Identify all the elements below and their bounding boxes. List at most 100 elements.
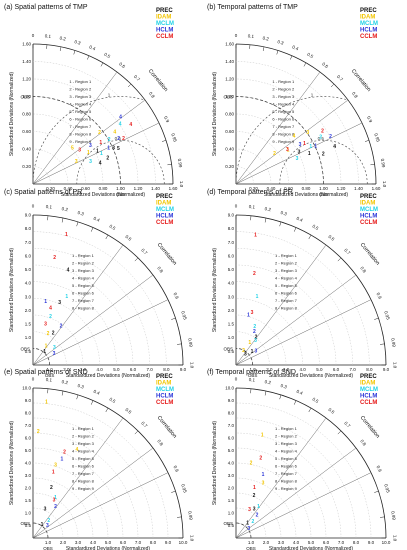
correlation-tick: [290, 55, 293, 60]
correlation-tick-label: 0: [235, 204, 238, 209]
data-point-cclm: 2: [122, 136, 125, 142]
y-tick-label: 3.0: [25, 473, 32, 478]
x-tick-label: 4.0: [300, 367, 307, 372]
x-tick-label: 3.0: [283, 367, 290, 372]
y-tick-label: 1.40: [225, 59, 234, 64]
region-label: 8 - Region 8: [275, 306, 298, 311]
correlation-tick: [61, 390, 64, 396]
panel-title: (d) Temporal patterns of PR: [207, 189, 293, 196]
y-axis-title: Standardized Deviations (Normalized): [212, 248, 218, 333]
y-tick-label: 1.20: [225, 77, 234, 82]
y-tick-label: 5.0: [228, 448, 235, 453]
obs-y-label: OBS: [223, 521, 233, 526]
region-label: 9 - Region 9: [69, 139, 92, 144]
std-arc: [32, 314, 84, 366]
y-tick-label: 7.0: [228, 240, 235, 245]
correlation-tick: [337, 257, 342, 262]
data-point-cclm: 2: [259, 455, 262, 461]
correlation-tick: [59, 46, 62, 51]
std-arc: [235, 264, 337, 366]
region-label: 5 - Region 5: [72, 283, 95, 288]
obs-x-label: OBS: [319, 192, 329, 197]
legend-entry-cclm: CCLM: [360, 400, 377, 406]
x-tick-label: 8.0: [353, 540, 360, 545]
data-point-hclm: 2: [329, 134, 332, 140]
correlation-ray: [32, 274, 154, 366]
correlation-tick: [171, 317, 176, 320]
data-point-prec: 1: [251, 349, 254, 355]
correlation-tick-label: 0: [32, 377, 35, 382]
legend-entry-cclm: CCLM: [360, 220, 377, 226]
x-tick-label: 1.00: [319, 186, 328, 191]
data-point-cclm: 3: [251, 310, 254, 316]
correlation-tick-label: 0.2: [59, 35, 67, 41]
y-tick-label: 0.5: [25, 523, 32, 528]
region-label: 1 - Region 1: [72, 253, 95, 258]
region-label: 3 - Region 3: [275, 441, 298, 446]
correlation-tick: [134, 430, 139, 435]
correlation-ray: [32, 122, 160, 185]
std-arc: [32, 113, 104, 185]
y-tick-label: 10.0: [22, 386, 31, 391]
y-tick-label: 1.5: [228, 322, 235, 327]
correlation-ray: [235, 122, 363, 185]
legend-entry-mclm: MCLM: [360, 207, 378, 213]
correlation-ray: [32, 472, 169, 539]
data-point-prec: 2: [52, 330, 55, 336]
legend-entry-prec: PREC: [360, 8, 377, 14]
correlation-tick-label: 0.2: [262, 35, 270, 41]
data-point-hclm: 3: [254, 349, 257, 355]
x-tick-label: 8.0: [163, 367, 170, 372]
y-tick-label: 2.0: [25, 308, 32, 313]
correlation-tick: [73, 50, 76, 55]
correlation-tick-label: 0.99: [177, 158, 183, 168]
data-point-mclm: 2: [251, 519, 254, 525]
correlation-tick-label: 0.95: [383, 483, 391, 493]
x-axis-title: Standardized Deviations (Normalized): [66, 373, 151, 379]
data-point-cclm: 1: [99, 140, 102, 146]
y-tick-label: 5.0: [228, 267, 235, 272]
x-tick-label: 7.0: [338, 540, 345, 545]
y-tick-label: 1.40: [22, 59, 31, 64]
correlation-tick-label: 0.95: [170, 133, 178, 143]
correlation-tick-label: 0.7: [336, 74, 344, 82]
data-point-idam: 2: [250, 461, 253, 467]
x-tick-label: 9.0: [180, 367, 187, 372]
region-label: 4 - Region 4: [275, 276, 298, 281]
legend-entry-hclm: HCLM: [156, 214, 173, 220]
x-tick-label: 4.0: [97, 367, 104, 372]
correlation-tick: [100, 62, 104, 67]
taylor-panel-3: (c) Spatial patterns of PR0 0.1 0.20.30.40…: [4, 189, 195, 379]
correlation-tick-label: 0.5: [109, 224, 117, 232]
x-axis-title: Standardized Deviations (Normalized): [269, 546, 354, 550]
legend-entry-cclm: CCLM: [360, 34, 377, 40]
data-point-hclm: 3: [89, 143, 92, 149]
x-tick-label: 1.00: [116, 186, 125, 191]
data-point-idam: 1: [248, 340, 251, 346]
region-label: 4 - Region 4: [272, 102, 295, 107]
correlation-axis-label: Correlation: [156, 242, 178, 267]
y-tick-label: 1.0: [228, 511, 235, 516]
y-tick-label: 8.0: [25, 226, 32, 231]
data-point-idam: 2: [37, 429, 40, 435]
std-arc: [235, 61, 359, 185]
correlation-tick-label: 0.4: [292, 44, 300, 51]
y-tick-label: 1.5: [228, 498, 235, 503]
correlation-tick-label: 0.2: [264, 206, 272, 212]
y-tick-label: 3.0: [228, 294, 235, 299]
reference-std-arc: [235, 96, 324, 185]
correlation-tick-label: 0.3: [77, 383, 85, 390]
region-label: 9 - Region 9: [72, 486, 95, 491]
y-tick-label: 1.60: [225, 42, 234, 47]
correlation-ray: [32, 71, 118, 185]
x-tick-label: 1.0: [45, 540, 52, 545]
correlation-tick-label: 0: [32, 204, 35, 209]
correlation-tick-label: 1.0: [190, 362, 195, 369]
region-label: 1 - Region 1: [272, 79, 295, 84]
std-arc: [235, 78, 342, 185]
correlation-tick: [308, 234, 312, 240]
data-point-mclm: 3: [53, 345, 56, 351]
x-tick-label: 6.0: [323, 540, 330, 545]
y-tick-label: 1.20: [22, 77, 31, 82]
correlation-ray: [235, 244, 327, 366]
